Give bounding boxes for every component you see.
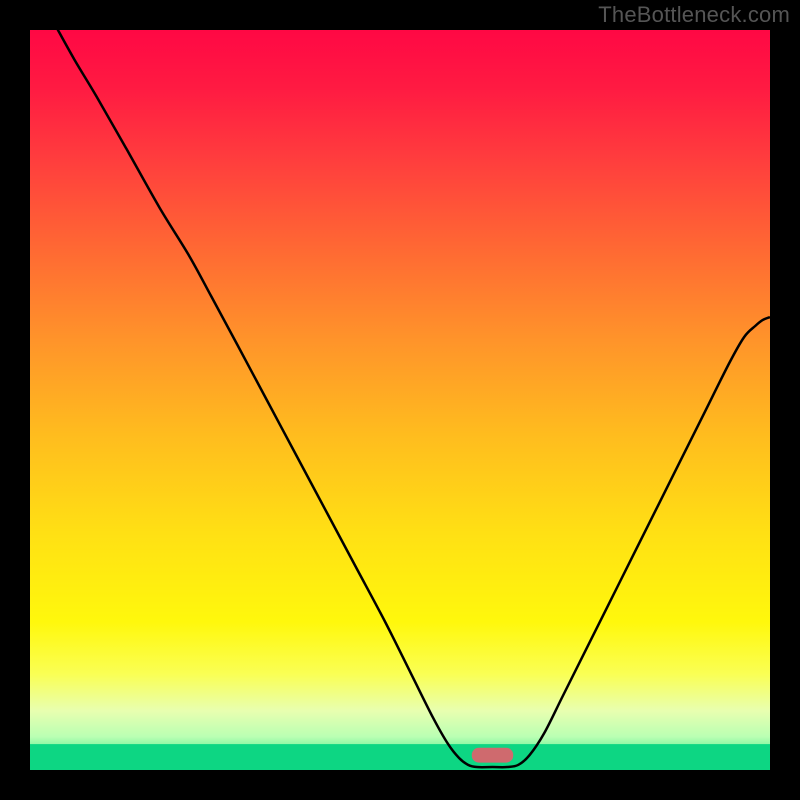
bottom-strip <box>30 744 770 770</box>
gradient-background <box>30 30 770 770</box>
optimum-marker <box>472 748 513 763</box>
chart-stage: TheBottleneck.com <box>0 0 800 800</box>
bottleneck-chart <box>0 0 800 800</box>
